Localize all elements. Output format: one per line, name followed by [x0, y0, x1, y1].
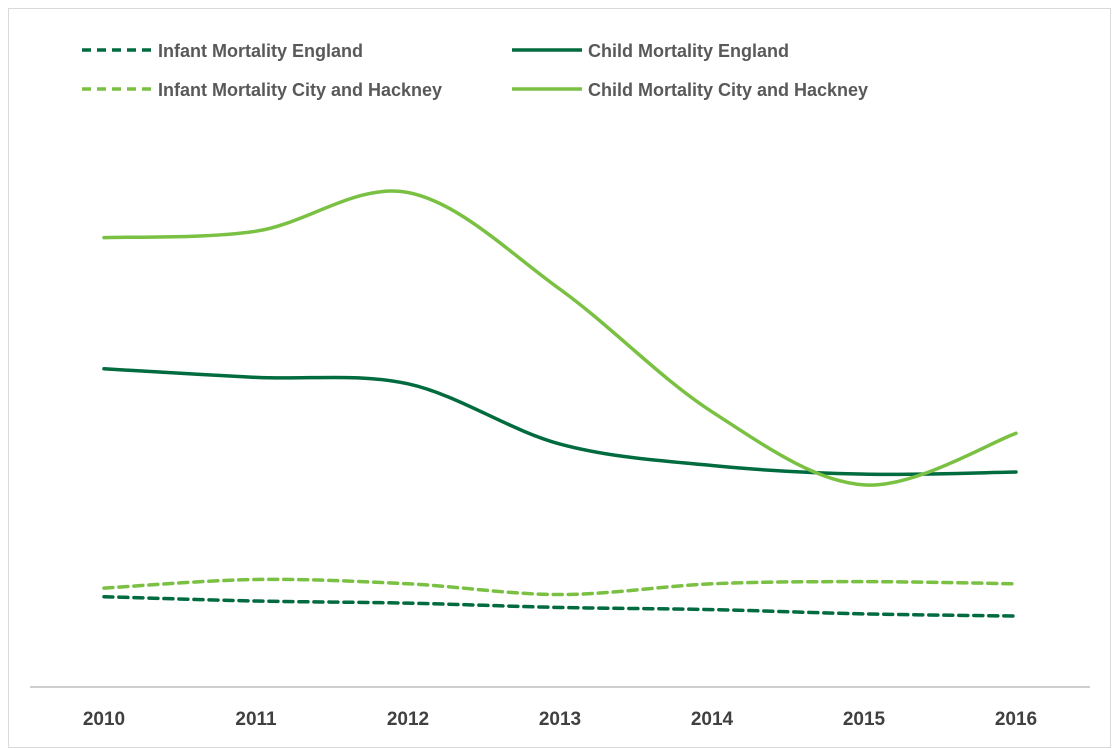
series-line-child-mortality-city-and-hackney	[102, 189, 1018, 487]
legend-item-infant-mortality-city-and-hackney: Infant Mortality City and Hackney	[82, 80, 442, 100]
x-tick-label: 2011	[235, 709, 277, 730]
legend-label: Child Mortality City and Hackney	[588, 80, 868, 100]
series-line-infant-mortality-england	[102, 594, 1018, 618]
legend-item-infant-mortality-england: Infant Mortality England	[82, 41, 363, 61]
legend-item-child-mortality-city-and-hackney: Child Mortality City and Hackney	[512, 80, 868, 100]
series-line-infant-mortality-city-and-hackney	[102, 577, 1018, 597]
legend: Infant Mortality England Child Mortality …	[82, 41, 868, 100]
line-chart: Infant Mortality England Child Mortality …	[30, 41, 1090, 730]
x-tick-label: 2016	[995, 709, 1037, 730]
legend-label: Child Mortality England	[588, 41, 789, 61]
series-line-child-mortality-england	[102, 367, 1018, 477]
x-tick-label: 2015	[843, 709, 886, 730]
x-tick-label: 2013	[539, 709, 581, 730]
x-tick-label: 2012	[387, 709, 429, 730]
x-tick-labels: 2010 2011 2012 2013 2014 2015 2016	[83, 709, 1037, 730]
x-tick-label: 2010	[83, 709, 125, 730]
legend-item-child-mortality-england: Child Mortality England	[512, 41, 789, 61]
legend-label: Infant Mortality City and Hackney	[158, 80, 442, 100]
x-tick-label: 2014	[691, 709, 734, 730]
series-layer	[102, 189, 1018, 618]
legend-label: Infant Mortality England	[158, 41, 363, 61]
